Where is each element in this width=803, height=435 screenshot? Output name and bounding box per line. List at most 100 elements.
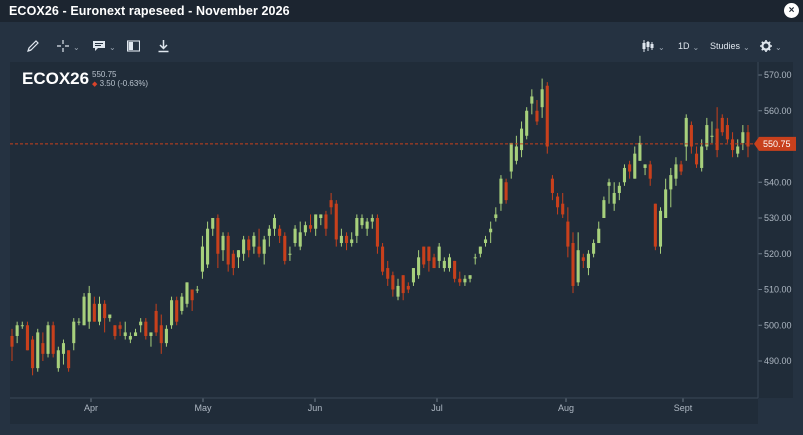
candle-body [689, 125, 693, 147]
candle-body [303, 225, 307, 233]
candle-body [715, 128, 719, 151]
candle-body [108, 314, 112, 319]
candle-body [355, 218, 359, 236]
candle-body [422, 246, 426, 265]
candles [10, 78, 750, 376]
candle-body [82, 296, 86, 326]
candle-body [154, 310, 158, 333]
candle-body [473, 257, 477, 259]
candle-body [622, 167, 627, 183]
studies-button[interactable]: Studies ⌄ [710, 33, 750, 59]
candle-body [31, 339, 35, 369]
candle-body [308, 225, 313, 229]
candle-body [700, 146, 704, 168]
candlestick-icon [642, 40, 654, 52]
candle-body [350, 239, 354, 244]
candle-body [159, 325, 163, 344]
y-tick-label: 570.00 [764, 70, 792, 80]
candle-body [10, 335, 14, 347]
candle-body [15, 325, 19, 336]
candle-body [242, 239, 246, 254]
candle-body [190, 289, 194, 301]
candle-body [103, 303, 107, 319]
candle-body [694, 153, 699, 165]
x-tick-label: Apr [84, 403, 98, 413]
layout-icon [127, 40, 140, 52]
candle-body [674, 164, 678, 179]
candle-body [36, 332, 40, 369]
close-button[interactable]: × [784, 3, 799, 18]
candle-body [370, 218, 374, 222]
candle-body [267, 228, 271, 236]
down-arrow-icon: ◆ [92, 81, 98, 88]
candle-body [298, 232, 302, 247]
y-tick-label: 560.00 [764, 106, 792, 116]
candle-body [530, 96, 534, 104]
download-button[interactable] [157, 33, 170, 59]
candle-body [175, 300, 179, 322]
candle-body [612, 192, 616, 204]
candle-body [489, 228, 493, 233]
x-tick-label: Aug [558, 403, 574, 413]
close-icon: × [788, 5, 795, 16]
pencil-icon [27, 40, 39, 52]
crosshair-button[interactable]: ⌄ [56, 33, 80, 59]
candle-body [617, 185, 621, 193]
candle-body [113, 325, 117, 336]
candle-body [375, 218, 379, 247]
candle-body [447, 257, 452, 269]
candle-body [581, 257, 585, 261]
candle-body [535, 110, 539, 122]
candle-body [669, 175, 673, 190]
candle-body [216, 218, 220, 254]
chevron-down-icon: ⌄ [658, 43, 665, 52]
y-tick-label: 540.00 [764, 177, 792, 187]
candle-body [540, 89, 544, 108]
candle-body [283, 235, 287, 261]
chart-toolbar: ⌄ ⌄ ⌄ 1D ⌄ Studies ⌄ ⌄ [10, 33, 793, 59]
candle-body [597, 228, 601, 244]
candle-body [586, 253, 590, 269]
candle-body [442, 260, 446, 269]
candle-body [746, 132, 750, 147]
candle-body [566, 221, 570, 247]
candle-body [519, 128, 524, 151]
candle-body [211, 218, 215, 229]
window-title: ECOX26 - Euronext rapeseed - November 20… [9, 4, 290, 18]
interval-button[interactable]: 1D ⌄ [678, 33, 699, 59]
candle-body [164, 328, 168, 344]
symbol-label: ECOX26 [22, 69, 90, 88]
chevron-down-icon: ⌄ [109, 43, 116, 52]
chart-plot-area[interactable] [10, 62, 758, 398]
candle-body [401, 275, 405, 294]
chevron-down-icon: ⌄ [692, 43, 700, 52]
layout-button[interactable] [127, 33, 140, 59]
x-tick-label: Sept [674, 403, 693, 413]
candle-body [509, 142, 513, 172]
price-axis[interactable] [758, 62, 793, 398]
gear-icon [760, 40, 772, 52]
candle-body [396, 285, 400, 297]
chevron-down-icon: ⌄ [743, 43, 750, 52]
candle-body [87, 293, 91, 322]
candle-body [72, 321, 76, 344]
candle-body [458, 278, 462, 283]
settings-button[interactable]: ⌄ [760, 33, 782, 59]
candle-body [195, 289, 199, 291]
draw-tool-button[interactable] [26, 33, 40, 59]
candle-body [139, 321, 143, 326]
candle-body [293, 228, 297, 244]
candle-body [200, 246, 204, 272]
candle-body [417, 257, 421, 276]
candle-body [592, 243, 596, 254]
time-axis[interactable] [10, 398, 758, 424]
candle-body [262, 239, 266, 254]
chart-type-button[interactable]: ⌄ [641, 33, 665, 59]
comment-icon [93, 41, 105, 51]
candle-body [51, 325, 55, 354]
candle-body [710, 135, 714, 137]
candle-body [61, 343, 66, 354]
candle-body [576, 250, 580, 283]
candle-body [664, 189, 668, 218]
annotation-button[interactable]: ⌄ [92, 33, 116, 59]
